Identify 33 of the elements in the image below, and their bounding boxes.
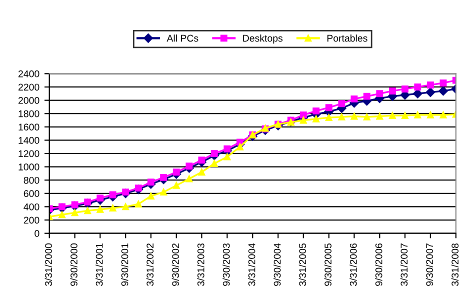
y-tick-label: 1400 xyxy=(18,136,40,144)
y-tick-label: 2000 xyxy=(18,97,40,104)
y-tick-label: 1200 xyxy=(18,150,40,158)
x-tick-label: 3/31/2006 xyxy=(350,243,357,286)
y-tick-label: 1600 xyxy=(18,124,40,131)
x-tick-label: 9/30/2002 xyxy=(172,244,179,286)
x-tick-label: 9/30/2004 xyxy=(274,243,281,286)
x-tick-label: 3/31/2002 xyxy=(146,244,154,286)
x-tick-label: 9/30/2005 xyxy=(324,243,332,286)
x-tick-label: 9/30/2000 xyxy=(70,243,78,286)
x-tick-label: 3/31/2003 xyxy=(197,243,204,286)
legend-label: Portables xyxy=(327,34,368,42)
x-tick-label: 3/31/2001 xyxy=(96,244,103,286)
x-tick-label: 3/31/2008 xyxy=(451,243,459,286)
y-tick-label: 1800 xyxy=(18,110,40,118)
x-tick-label: 3/31/2004 xyxy=(248,243,256,286)
y-tick-label: 2400 xyxy=(18,70,40,78)
legend-label: Desktops xyxy=(243,34,283,44)
y-tick-label: 200 xyxy=(24,216,40,224)
x-tick-label: 9/30/2003 xyxy=(222,243,230,286)
y-tick-label: 800 xyxy=(24,176,40,184)
x-tick-label: 9/30/2006 xyxy=(375,243,382,286)
x-tick-label: 3/31/2005 xyxy=(298,243,306,286)
x-tick-label: 9/30/2007 xyxy=(426,244,434,286)
legend-label: All PCs xyxy=(166,34,198,42)
x-tick-label: 3/31/2000 xyxy=(44,243,52,286)
y-tick-label: 1000 xyxy=(18,164,40,170)
y-tick-label: 400 xyxy=(24,203,40,210)
y-tick-label: 0 xyxy=(34,230,40,237)
x-tick-label: 3/31/2007 xyxy=(400,244,408,286)
y-tick-label: 2200 xyxy=(18,84,40,91)
y-tick-label: 600 xyxy=(24,190,40,198)
x-tick-label: 9/30/2001 xyxy=(121,244,128,286)
